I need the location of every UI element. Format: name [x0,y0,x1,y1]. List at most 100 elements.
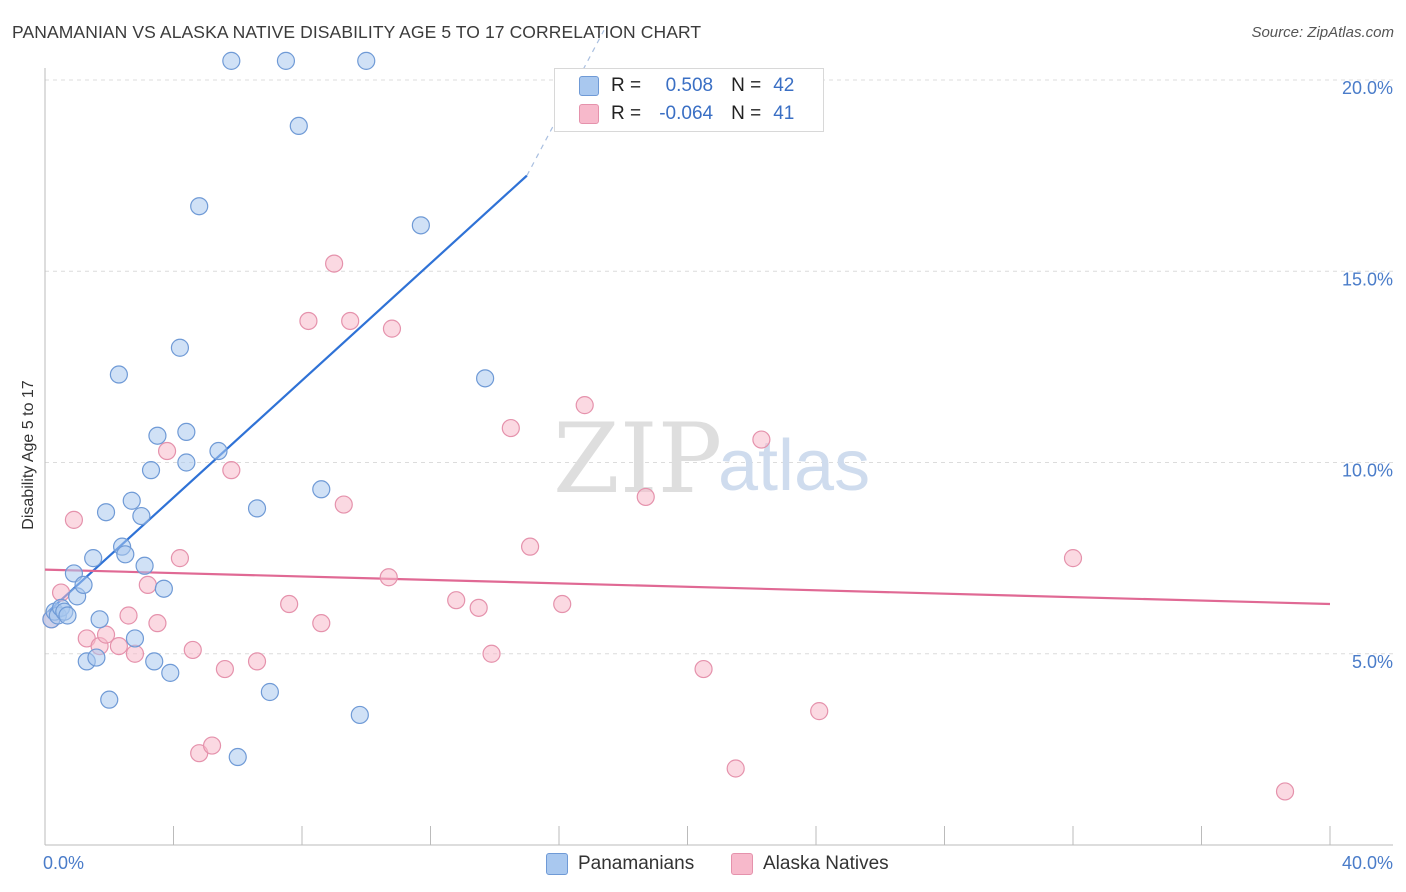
point-panamanian [357,51,376,70]
x-tick-label: 40.0% [1342,853,1393,873]
legend-r-value: 0.508 [665,75,714,96]
point-panamanian [247,499,267,518]
point-alaska-native [1275,782,1295,801]
point-panamanian [87,648,106,667]
point-alaska-native [553,594,572,614]
point-panamanian [209,441,228,461]
point-panamanian [177,422,196,441]
point-alaska-native [312,614,331,633]
legend-row-panamanians: R = 0.508 N = 42 [579,73,794,99]
point-alaska-native [810,702,829,721]
trend-line-panamanians [47,174,528,613]
legend-item-alaska-natives[interactable]: Alaska Natives [731,850,889,878]
point-panamanian [476,369,495,388]
point-alaska-native [299,311,318,331]
point-panamanian [161,663,180,682]
point-panamanian [122,491,141,510]
legend-n-value: 42 [773,75,795,96]
point-alaska-native [247,652,267,671]
point-panamanian [276,51,296,70]
point-alaska-native [64,510,84,529]
legend-label-alaska-natives: Alaska Natives [763,853,889,874]
legend-swatch-pink [731,853,753,875]
point-alaska-native [382,319,402,338]
point-panamanian [312,480,331,499]
point-panamanian [125,629,145,648]
legend-n-label: N = [731,103,762,124]
point-panamanian [177,453,196,472]
point-alaska-native [482,644,501,663]
point-alaska-native [1063,549,1083,568]
point-alaska-native [469,598,488,617]
point-panamanian [116,545,135,564]
legend-n-label: N = [731,75,762,96]
stats-legend: R = 0.508 N = 42 R = -0.064 N = 41 [554,68,824,132]
x-tick-label: 0.0% [43,853,84,873]
point-alaska-native [280,594,299,614]
point-alaska-native [119,606,138,625]
legend-r-label: R = [611,75,642,96]
point-alaska-native [379,568,398,587]
point-alaska-native [325,254,344,273]
point-alaska-native [752,430,771,449]
point-alaska-native [334,495,353,514]
legend-row-alaska-natives: R = -0.064 N = 41 [579,101,794,127]
point-alaska-native [148,614,167,633]
point-alaska-native [636,487,655,507]
legend-label-panamanians: Panamanians [578,853,695,874]
point-alaska-native [157,441,177,461]
point-alaska-native [183,640,202,660]
chart-title: PANAMANIAN VS ALASKA NATIVE DISABILITY A… [12,22,702,42]
point-panamanian [109,365,128,384]
grid-lines [45,79,1393,655]
source-label: Source: ZipAtlas.com [1251,24,1394,41]
point-alaska-native [215,659,234,679]
legend-item-panamanians[interactable]: Panamanians [546,850,694,878]
point-panamanian [145,652,164,671]
point-alaska-native [341,311,360,331]
y-tick-label: 20.0% [1342,78,1393,98]
point-panamanian [58,606,77,625]
tick-labels: 5.0% 10.0% 15.0% 20.0% 0.0% 40.0% [43,78,1393,873]
legend-swatch-pink [579,104,599,124]
point-panamanian [260,682,279,702]
point-alaska-native [520,537,540,556]
y-tick-label: 10.0% [1342,461,1393,481]
point-panamanian [154,579,173,598]
point-panamanian [90,610,109,629]
point-panamanian [228,747,247,767]
axes [44,68,1393,846]
point-alaska-native [170,549,190,568]
point-panamanian [96,503,116,522]
legend-n-value: 41 [773,103,795,124]
point-panamanian [190,197,209,216]
point-panamanian [100,690,119,709]
point-panamanian [148,426,167,445]
y-tick-label: 15.0% [1342,269,1393,289]
legend-swatch-blue [546,853,568,875]
watermark-atlas: atlas [718,426,870,506]
point-alaska-native [694,659,713,679]
legend-r-value: -0.064 [659,103,714,124]
data-points [42,51,1295,801]
point-alaska-native [447,591,466,610]
point-alaska-native [202,736,222,755]
point-alaska-native [138,575,157,595]
y-tick-label: 5.0% [1352,652,1393,672]
point-panamanian [135,556,154,575]
point-panamanian [170,338,190,357]
watermark: ZIP atlas [553,403,870,515]
point-alaska-native [96,625,116,644]
trend-line-alaska-natives [44,568,1331,606]
point-panamanian [289,116,308,136]
point-alaska-native [575,396,594,415]
point-alaska-native [109,636,128,656]
point-panamanian [74,575,93,595]
legend-swatch-blue [579,76,599,96]
point-panamanian [350,705,369,725]
point-alaska-native [222,461,241,480]
point-alaska-native [51,583,71,602]
point-panamanian [141,461,161,480]
point-alaska-native [501,418,520,438]
